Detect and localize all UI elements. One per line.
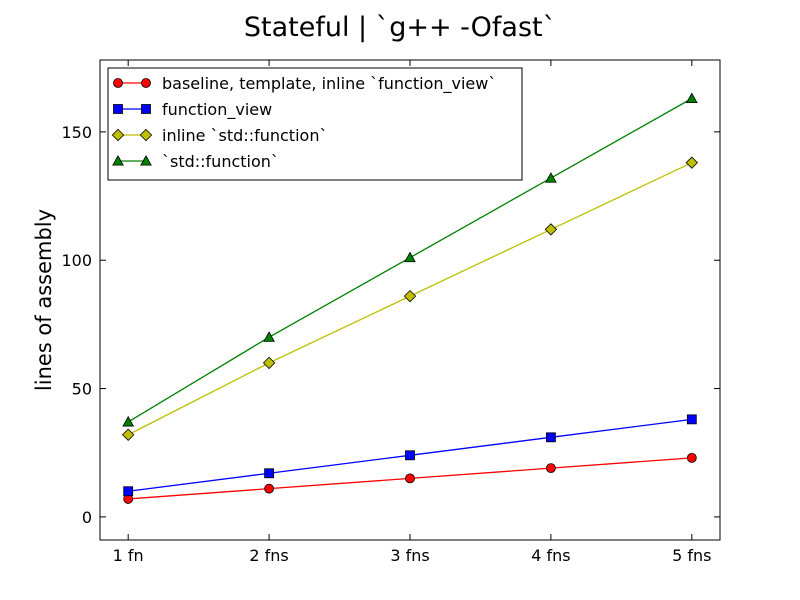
- x-tick-label: 3 fns: [390, 546, 429, 565]
- legend-entry: inline `std::function`: [162, 126, 327, 145]
- legend-entry: baseline, template, inline `function_vie…: [162, 74, 496, 94]
- data-point: [686, 452, 697, 463]
- legend-entry: function_view: [162, 100, 272, 120]
- data-point: [544, 223, 558, 236]
- data-point: [686, 414, 697, 425]
- x-tick-label: 2 fns: [249, 546, 288, 565]
- x-tick-label: 4 fns: [531, 546, 570, 565]
- legend-marker: [141, 104, 151, 114]
- x-tick-label: 5 fns: [672, 546, 711, 565]
- y-axis-label: lines of assembly: [32, 209, 56, 391]
- x-tick-label: 1 fn: [113, 546, 144, 565]
- legend-marker: [111, 128, 125, 142]
- y-tick-label: 0: [82, 508, 92, 527]
- legend-marker: [113, 104, 123, 114]
- data-point: [122, 415, 135, 427]
- y-tick-label: 100: [61, 251, 92, 270]
- data-point: [403, 289, 417, 303]
- data-point: [121, 428, 135, 441]
- chart-title: Stateful | `g++ -Ofast`: [244, 12, 556, 43]
- data-point: [545, 172, 557, 183]
- data-point: [546, 463, 556, 474]
- legend-marker: [112, 155, 124, 166]
- legend-marker: [113, 78, 123, 88]
- data-point: [685, 92, 698, 104]
- data-point: [264, 483, 274, 494]
- legend-marker: [139, 128, 153, 142]
- data-point: [123, 486, 134, 497]
- data-point: [685, 156, 699, 169]
- data-point: [546, 432, 556, 443]
- legend: baseline, template, inline `function_vie…: [107, 67, 523, 181]
- legend-marker: [141, 78, 151, 88]
- legend-marker: [140, 155, 152, 166]
- data-point: [405, 473, 415, 484]
- data-point: [264, 468, 274, 479]
- data-point: [405, 450, 415, 461]
- data-point: [404, 251, 416, 263]
- legend-entry: `std::function`: [162, 152, 279, 171]
- data-point: [262, 356, 276, 370]
- y-tick-label: 150: [61, 123, 92, 142]
- y-tick-label: 50: [72, 380, 92, 399]
- plot-area: 1 fn 2 fns 3 fns 4 fns 5 fns 0 50 100 150: [61, 59, 721, 565]
- data-point: [263, 331, 275, 342]
- legend-frame: [107, 67, 523, 181]
